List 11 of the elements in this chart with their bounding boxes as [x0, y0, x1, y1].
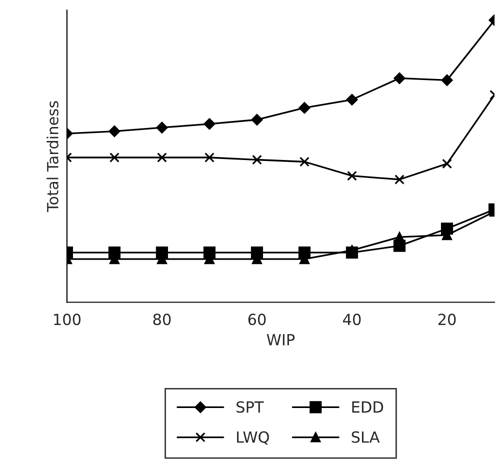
- x-tick-label: 40: [343, 314, 361, 326]
- y-axis-title: Total Tardiness: [46, 101, 58, 212]
- legend-label: EDD: [352, 401, 384, 413]
- x-tick-label: 100: [54, 314, 81, 326]
- legend-label: SPT: [236, 401, 264, 413]
- x-axis-title: WIP: [266, 334, 295, 346]
- legend-label: SLA: [352, 431, 380, 443]
- x-tick-label: 60: [248, 314, 266, 326]
- x-tick-label: 20: [438, 314, 456, 326]
- x-tick-label: 80: [153, 314, 171, 326]
- legend-label: LWQ: [237, 431, 269, 445]
